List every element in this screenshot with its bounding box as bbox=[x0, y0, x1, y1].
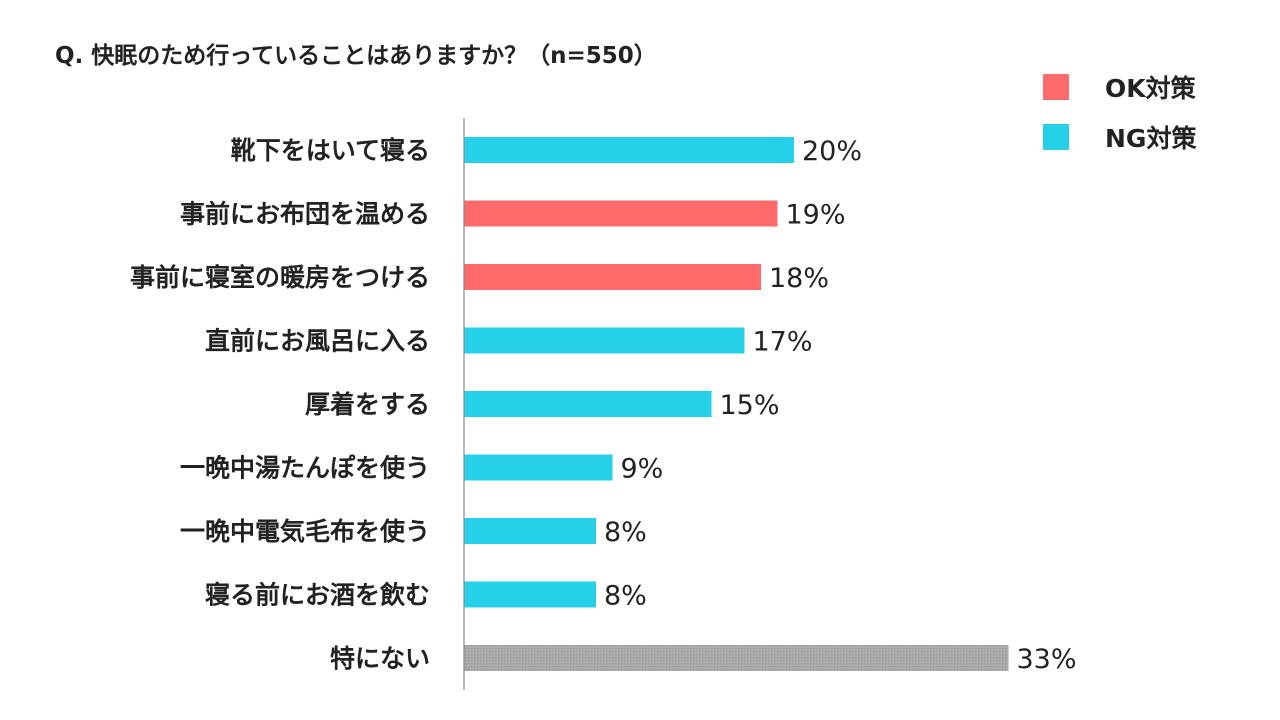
category-label: 寝る前にお酒を飲む bbox=[205, 581, 430, 610]
value-label: 33% bbox=[1017, 644, 1077, 675]
bar bbox=[464, 200, 778, 227]
category-label: 直前にお風呂に入る bbox=[205, 327, 430, 356]
value-label: 9% bbox=[621, 454, 664, 485]
legend-label-ok: OK対策 bbox=[1105, 74, 1196, 103]
legend-item-ng: NG対策 bbox=[1043, 112, 1196, 162]
bar bbox=[464, 454, 613, 481]
category-label: 一晩中電気毛布を使う bbox=[180, 517, 430, 546]
legend-swatch-ng bbox=[1043, 124, 1069, 150]
value-label: 8% bbox=[604, 581, 647, 612]
category-label: 特にない bbox=[330, 644, 430, 673]
chart-title: Q. 快眠のため行っていることはありますか？（n=550） bbox=[55, 43, 657, 69]
value-label: 19% bbox=[786, 200, 846, 231]
category-label: 事前にお布団を温める bbox=[180, 200, 430, 229]
category-label: 厚着をする bbox=[305, 390, 430, 419]
value-label: 15% bbox=[720, 390, 780, 421]
category-label: 一晩中湯たんぽを使う bbox=[180, 454, 430, 483]
category-label: 事前に寝室の暖房をつける bbox=[130, 263, 430, 292]
value-label: 8% bbox=[604, 517, 647, 548]
value-label: 18% bbox=[769, 263, 829, 294]
bar bbox=[464, 518, 596, 544]
bar bbox=[464, 581, 596, 608]
category-label: 靴下をはいて寝る bbox=[231, 136, 430, 165]
bar bbox=[464, 327, 745, 354]
value-label: 17% bbox=[753, 327, 813, 358]
bar bbox=[464, 391, 712, 417]
legend-item-ok: OK対策 bbox=[1043, 62, 1196, 112]
bar bbox=[464, 645, 1009, 671]
value-label: 20% bbox=[802, 136, 862, 167]
legend: OK対策 NG対策 bbox=[1043, 62, 1196, 162]
legend-label-ng: NG対策 bbox=[1105, 124, 1197, 153]
bar bbox=[464, 137, 794, 163]
legend-swatch-ok bbox=[1043, 74, 1069, 100]
bar bbox=[464, 264, 761, 290]
